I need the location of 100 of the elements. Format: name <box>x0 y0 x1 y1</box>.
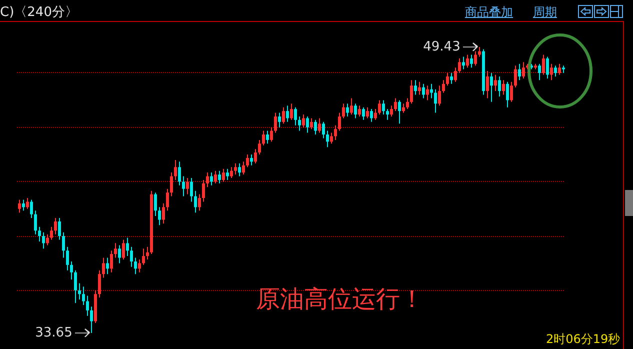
candlestick <box>306 116 309 134</box>
candlestick <box>230 166 233 178</box>
candlestick <box>466 54 469 68</box>
candlestick <box>198 194 201 212</box>
candlestick <box>402 103 405 114</box>
candlestick <box>426 85 429 101</box>
candlestick <box>26 198 29 210</box>
candlestick <box>414 80 417 96</box>
candlestick <box>186 177 189 195</box>
candlestick <box>346 103 349 117</box>
candlestick <box>550 63 553 81</box>
candlestick <box>354 103 357 119</box>
candlestick <box>382 100 385 115</box>
candlestick <box>422 83 425 99</box>
candlestick <box>554 65 557 77</box>
candlestick <box>66 246 69 271</box>
candlestick <box>126 237 129 257</box>
candlestick <box>366 106 369 119</box>
candlestick <box>78 282 81 300</box>
candlestick <box>470 54 473 68</box>
candlestick <box>298 116 301 132</box>
annotation: 49.43 <box>423 39 460 54</box>
candlestick <box>498 76 501 97</box>
candlestick <box>214 170 217 184</box>
candlestick <box>30 199 33 219</box>
candlestick <box>54 218 57 235</box>
candlestick <box>558 63 561 76</box>
candlestick <box>362 106 365 120</box>
candlestick <box>218 170 221 184</box>
candlestick <box>246 154 249 168</box>
candlestick <box>274 112 277 134</box>
candlestick <box>330 132 333 144</box>
candlestick <box>170 172 173 197</box>
candlestick <box>234 162 237 176</box>
text: 周期 <box>533 4 557 21</box>
candlestick <box>294 106 297 126</box>
candlestick <box>490 72 493 102</box>
candlestick <box>326 130 329 148</box>
candlestick <box>46 234 49 246</box>
candlestick <box>394 98 397 112</box>
candlestick <box>134 257 137 275</box>
candlestick <box>22 199 25 212</box>
candlestick <box>506 81 509 108</box>
candlestick <box>50 226 53 240</box>
candlestick <box>446 72 449 86</box>
candlestick <box>314 119 317 136</box>
candlestick <box>106 257 109 275</box>
candlestick <box>226 168 229 180</box>
candlestick <box>542 54 545 76</box>
candlestick <box>474 50 477 66</box>
candlestick <box>70 260 73 280</box>
candlestick <box>74 270 77 304</box>
candlestick <box>514 65 517 88</box>
annotation: 原油高位运行！ <box>256 284 424 315</box>
candlestick <box>18 199 21 214</box>
candlestick <box>154 192 157 217</box>
candlestick <box>358 105 361 117</box>
candlestick <box>522 62 525 79</box>
candlestick <box>258 139 261 156</box>
candlestick <box>90 306 93 334</box>
candlestick <box>302 114 305 128</box>
candlestick <box>442 80 445 94</box>
candlestick <box>430 83 433 99</box>
candlestick <box>266 130 269 144</box>
candlestick <box>98 270 101 298</box>
candlestick <box>250 154 253 166</box>
candlestick <box>338 112 341 132</box>
candlestick <box>202 179 205 202</box>
candlestick <box>182 176 185 197</box>
candlestick <box>158 206 161 226</box>
candlestick <box>410 80 413 104</box>
candlestick <box>450 72 453 84</box>
candlestick <box>494 74 497 92</box>
candlestick <box>334 124 337 140</box>
candlestick <box>162 202 165 224</box>
candlestick <box>222 168 225 182</box>
text: 商品叠加 <box>465 4 513 21</box>
annotation: 2时06分19秒 <box>546 331 620 348</box>
candlestick <box>286 105 289 122</box>
candlestick <box>502 80 505 96</box>
candlestick <box>374 108 377 120</box>
candlestick <box>510 81 513 102</box>
candlestick <box>190 177 193 202</box>
candlestick <box>42 232 45 250</box>
candlestick <box>174 159 177 180</box>
candlestick <box>86 295 89 316</box>
candlestick <box>518 63 521 81</box>
candlestick <box>438 85 441 106</box>
candlestick <box>434 88 437 114</box>
candlestick <box>418 81 421 96</box>
candlestick <box>34 210 37 235</box>
candlestick <box>538 63 541 81</box>
candlestick <box>350 98 353 115</box>
candlestick <box>386 108 389 120</box>
candlestick <box>118 244 121 264</box>
candlestick <box>398 100 401 124</box>
candlestick <box>462 56 465 70</box>
candlestick <box>290 103 293 120</box>
candlestick <box>210 172 213 186</box>
candlestick <box>62 232 65 258</box>
